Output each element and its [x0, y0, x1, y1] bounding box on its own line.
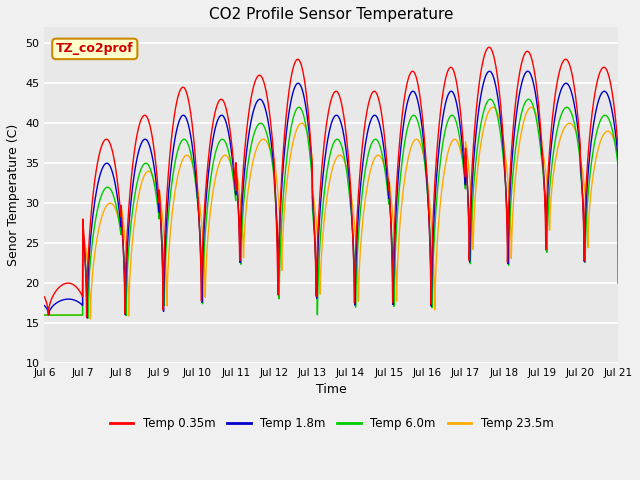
Y-axis label: Senor Temperature (C): Senor Temperature (C): [7, 124, 20, 266]
Title: CO2 Profile Sensor Temperature: CO2 Profile Sensor Temperature: [209, 7, 454, 22]
Legend: Temp 0.35m, Temp 1.8m, Temp 6.0m, Temp 23.5m: Temp 0.35m, Temp 1.8m, Temp 6.0m, Temp 2…: [105, 413, 558, 435]
X-axis label: Time: Time: [316, 384, 347, 396]
Text: TZ_co2prof: TZ_co2prof: [56, 42, 134, 55]
